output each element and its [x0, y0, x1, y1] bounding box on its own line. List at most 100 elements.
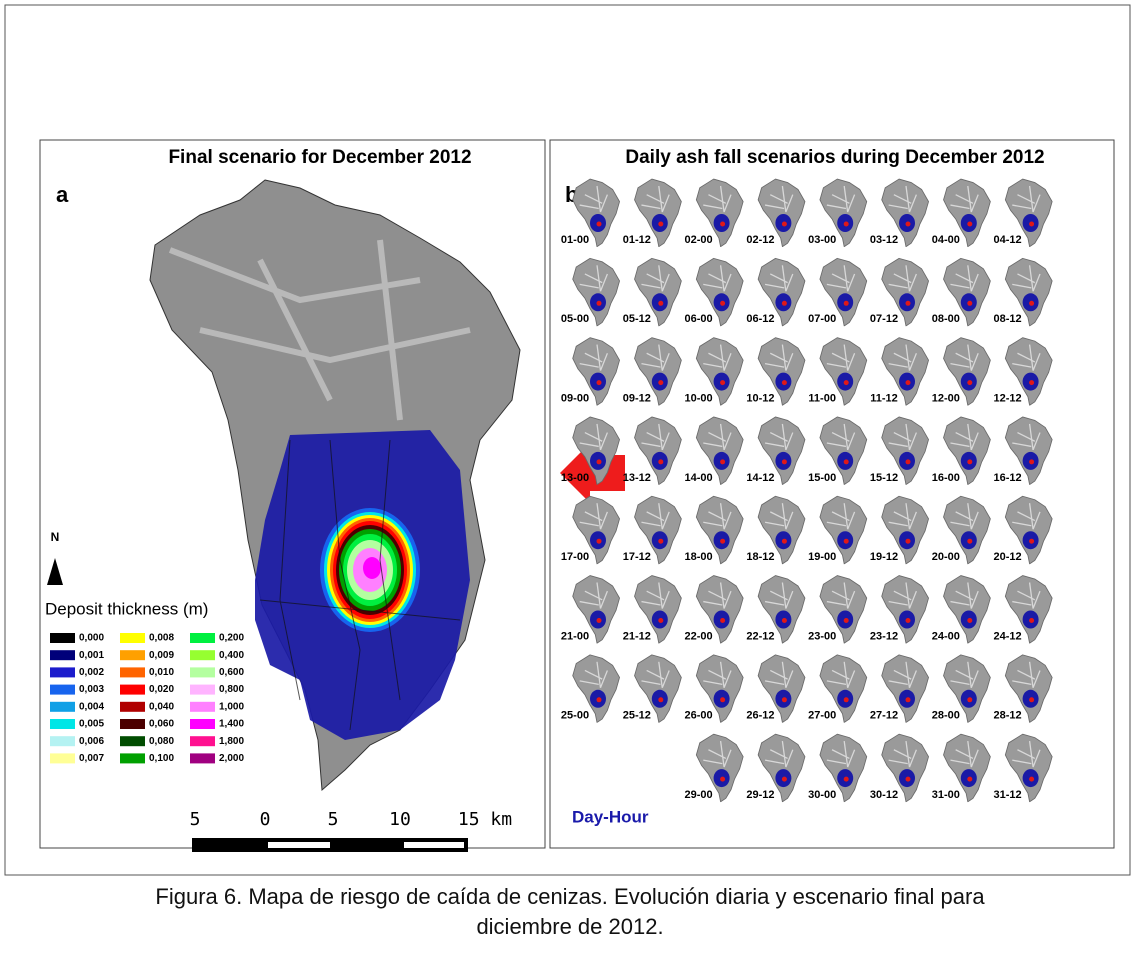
frame-label: 01-00	[561, 234, 589, 246]
vent	[658, 301, 663, 306]
vent	[597, 222, 602, 227]
frame-label: 25-00	[561, 710, 589, 722]
legend-swatch	[50, 719, 75, 729]
frame-label: 28-00	[932, 710, 960, 722]
vent	[906, 697, 911, 702]
panel-a-label: a	[56, 182, 69, 207]
legend-swatch	[50, 633, 75, 643]
frame-label: 08-00	[932, 313, 960, 325]
legend-swatch	[120, 685, 145, 695]
legend-swatch	[50, 667, 75, 677]
frame-label: 10-00	[685, 393, 713, 405]
vent	[844, 539, 849, 544]
legend-swatch	[120, 719, 145, 729]
frame-label: 23-00	[808, 630, 836, 642]
vent	[597, 539, 602, 544]
frame-label: 21-12	[623, 630, 651, 642]
legend-swatch	[190, 633, 215, 643]
frame-label: 13-00	[561, 472, 589, 484]
vent	[720, 222, 725, 227]
vent	[844, 697, 849, 702]
vent	[844, 222, 849, 227]
vent	[658, 697, 663, 702]
vent	[658, 459, 663, 464]
legend-label: 0,005	[79, 719, 104, 730]
vent	[782, 380, 787, 385]
legend-swatch	[120, 736, 145, 746]
frame-label: 04-12	[994, 234, 1022, 246]
legend-label: 0,004	[79, 701, 104, 712]
frame-label: 24-00	[932, 630, 960, 642]
frame-label: 05-12	[623, 313, 651, 325]
legend-label: 1,400	[219, 719, 244, 730]
frame-label: 22-00	[685, 630, 713, 642]
vent	[906, 618, 911, 623]
legend-swatch	[120, 702, 145, 712]
legend-swatch	[50, 702, 75, 712]
vent	[967, 697, 972, 702]
frame-label: 02-12	[746, 234, 774, 246]
legend-swatch	[190, 685, 215, 695]
legend-swatch	[190, 719, 215, 729]
frame-label: 18-00	[685, 551, 713, 563]
legend-swatch	[120, 650, 145, 660]
vent	[906, 380, 911, 385]
scale-label: 15 km	[458, 809, 512, 830]
vent	[782, 697, 787, 702]
legend-swatch	[50, 685, 75, 695]
frame-label: 09-12	[623, 393, 651, 405]
vent	[597, 459, 602, 464]
vent	[967, 777, 972, 782]
legend-label: 0,200	[219, 633, 244, 644]
vent	[658, 618, 663, 623]
frame-label: 03-00	[808, 234, 836, 246]
vent	[844, 777, 849, 782]
legend-title: Deposit thickness (m)	[45, 599, 208, 618]
legend-label: 1,000	[219, 701, 244, 712]
legend-label: 0,001	[79, 650, 104, 661]
frame-label: 13-12	[623, 472, 651, 484]
frame-label: 27-12	[870, 710, 898, 722]
figure: Final scenario for December 2012 a Daily…	[0, 0, 1132, 880]
vent	[720, 539, 725, 544]
legend-swatch	[190, 650, 215, 660]
frame-label: 15-00	[808, 472, 836, 484]
legend-label: 0,002	[79, 667, 104, 678]
legend-label: 0,007	[79, 753, 104, 764]
frame-label: 23-12	[870, 630, 898, 642]
frame-label: 08-12	[994, 313, 1022, 325]
legend-label: 0,800	[219, 684, 244, 695]
vent	[844, 301, 849, 306]
legend-swatch	[50, 753, 75, 763]
frame-label: 30-00	[808, 789, 836, 801]
vent	[906, 222, 911, 227]
vent	[1029, 222, 1034, 227]
scale-label: 0	[260, 809, 271, 830]
frame-label: 06-12	[746, 313, 774, 325]
frame-label: 11-00	[808, 393, 836, 405]
vent	[844, 618, 849, 623]
frame-label: 31-12	[994, 789, 1022, 801]
day-hour-key: Day-Hour	[572, 807, 649, 826]
legend-swatch	[120, 667, 145, 677]
vent	[967, 459, 972, 464]
vent	[967, 301, 972, 306]
page: {"panel_a": {"title": "Final scenario fo…	[0, 0, 1132, 961]
vent	[782, 301, 787, 306]
frame-label: 17-00	[561, 551, 589, 563]
legend-label: 0,000	[79, 633, 104, 644]
vent	[967, 539, 972, 544]
vent	[906, 459, 911, 464]
frame-label: 21-00	[561, 630, 589, 642]
vent	[1029, 697, 1034, 702]
vent	[1029, 777, 1034, 782]
frame-label: 20-00	[932, 551, 960, 563]
scale-label: 5	[190, 809, 201, 830]
vent	[782, 777, 787, 782]
frame-label: 14-12	[746, 472, 774, 484]
vent	[906, 539, 911, 544]
frame-label: 09-00	[561, 393, 589, 405]
vent	[597, 697, 602, 702]
vent	[782, 618, 787, 623]
frame-label: 19-12	[870, 551, 898, 563]
